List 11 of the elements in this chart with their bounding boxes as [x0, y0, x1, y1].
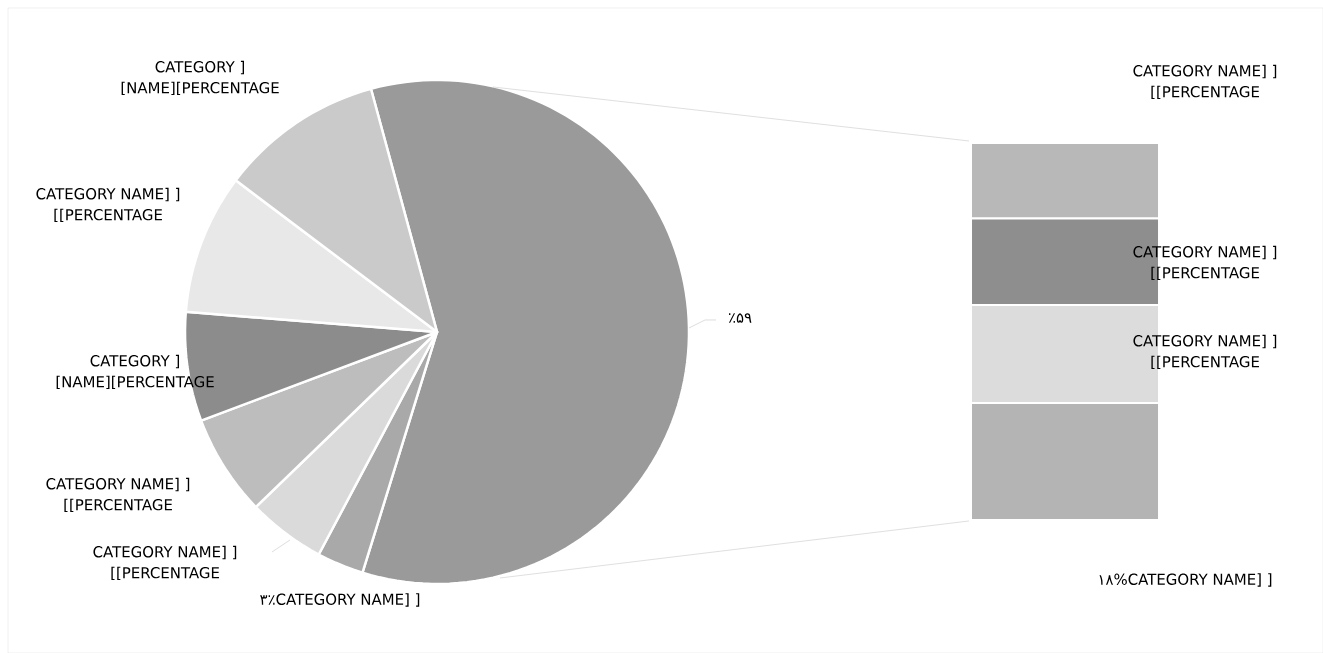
text: ۱۸%CATEGORY NAME] ]: [1099, 573, 1272, 587]
series-label: CATEGORY NAME] ] [[PERCENTAGE: [1133, 334, 1277, 370]
slice-label: CATEGORY ] [NAME][PERCENTAGE: [56, 354, 214, 390]
slice-label: CATEGORY NAME] ] [[PERCENTAGE: [93, 545, 237, 581]
slice-label: CATEGORY NAME] ] [[PERCENTAGE: [46, 477, 190, 513]
slice-label: ۳٪CATEGORY NAME] ]: [260, 593, 420, 607]
data-label: ٪۵۹: [728, 313, 752, 323]
slice-label: CATEGORY NAME] ] [[PERCENTAGE: [36, 187, 180, 223]
series-label: CATEGORY NAME] ] [[PERCENTAGE: [1133, 245, 1277, 281]
text: CATEGORY NAME] ] [[PERCENTAGE: [1133, 64, 1277, 100]
slice-label: CATEGORY ] [NAME][PERCENTAGE: [121, 60, 279, 96]
